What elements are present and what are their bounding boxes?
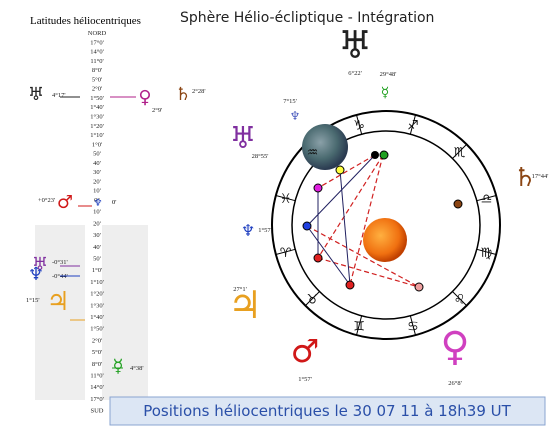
planet-label: 7°15' <box>283 98 297 105</box>
scale-label: 1°30' <box>90 302 104 309</box>
scale-label: SUD <box>90 408 103 415</box>
planet-symbol: ☿ <box>381 85 390 101</box>
scale-label: 1°10' <box>90 279 104 286</box>
scale-label: 30' <box>93 169 101 176</box>
planet-label: 17°44' <box>532 173 549 180</box>
zodiac-sign: ♒ <box>307 145 319 160</box>
planet-symbol: ♅ <box>28 84 44 105</box>
scale-label: 17°0' <box>90 39 104 46</box>
planet-label: 26°8' <box>448 380 462 387</box>
zodiac-sign: ♈ <box>280 246 292 261</box>
planet-label: 1°57' <box>298 376 312 383</box>
zodiac-sign: ♌ <box>454 293 466 308</box>
scale-label: 8°0' <box>92 67 102 74</box>
aspect-lines <box>307 155 419 287</box>
zodiac-sign: ♎ <box>481 192 493 207</box>
scale-label: 1°20' <box>90 123 104 130</box>
scale-label: 8°0' <box>92 361 102 368</box>
scale-label: 5°0' <box>92 349 102 356</box>
planet-symbol: ☿ <box>112 356 123 377</box>
panel-title: Latitudes héliocentriques <box>30 15 141 27</box>
band <box>102 225 148 400</box>
scale-label: 1°0' <box>92 141 102 148</box>
scale-label: 0' <box>112 199 116 206</box>
planet-symbol: ♆ <box>241 221 255 240</box>
scale-label: 2°0' <box>92 86 102 93</box>
scale-label: 1°20' <box>90 291 104 298</box>
planet-symbol: ♅ <box>230 121 257 156</box>
scale-label: 1°40' <box>90 104 104 111</box>
planet-symbol: ♅ <box>338 23 372 67</box>
title: Sphère Hélio-écliptique - Intégration <box>180 10 434 26</box>
planet-symbol: ♄ <box>175 84 191 105</box>
planet-label: 28°55' <box>252 153 269 160</box>
aspect-lines <box>307 155 375 285</box>
sun <box>363 218 407 262</box>
planet-label: 1°15' <box>26 297 40 304</box>
scale-label: 1°50' <box>90 95 104 102</box>
zodiac-sign: ♍ <box>481 246 493 261</box>
scale-label: 10' <box>93 188 101 195</box>
scale-label: 20' <box>93 220 101 227</box>
zodiac-sign: ♉ <box>307 293 319 308</box>
planet-label: 2°9' <box>152 107 162 114</box>
planet-symbol: ♂ <box>291 332 320 370</box>
scale-label: 1°40' <box>90 314 104 321</box>
screen: Latitudes héliocentriques Sphère Hélio-é… <box>0 0 553 427</box>
zodiac-sign: ♏ <box>454 145 466 160</box>
scale-label: 5°0' <box>92 76 102 83</box>
scale-label: 50' <box>93 151 101 158</box>
scale-label: 20' <box>93 178 101 185</box>
scale-label: 11°0' <box>90 373 103 380</box>
scale-label: 14°0' <box>90 49 104 56</box>
scale-label: 1°30' <box>90 114 104 121</box>
planet-label: 2°28' <box>192 88 206 95</box>
planet-symbol: ♀ <box>138 87 151 108</box>
planet-label: 27°1' <box>233 286 247 293</box>
scale-label: 50' <box>93 256 101 263</box>
scale-label: NORD <box>88 30 107 37</box>
scale-label: 40' <box>93 244 101 251</box>
scale-label: 30' <box>93 232 101 239</box>
scale-label: 2°0' <box>92 337 102 344</box>
scale-label: 11°0' <box>90 58 103 65</box>
scale-label: 1°50' <box>90 326 104 333</box>
scale-label: 10' <box>93 209 101 216</box>
planet-label: 6°22' <box>348 70 362 77</box>
planet-label: 29°48' <box>380 71 397 78</box>
planet-symbol: ♆ <box>94 198 103 209</box>
zodiac-sign: ♊ <box>353 319 365 334</box>
planet-label: -0°31' <box>52 259 68 266</box>
planet-symbol: ♆ <box>290 109 301 123</box>
footer: Positions héliocentriques le 30 07 11 à … <box>143 402 511 420</box>
planet-label: 1°57' <box>258 227 272 234</box>
zodiac-sign: ♑ <box>353 119 365 134</box>
planet-symbol: ♀ <box>440 324 469 370</box>
planet-symbol: ♃ <box>46 287 69 317</box>
zodiac-sign: ♐ <box>407 119 419 134</box>
scale-label: 17°0' <box>90 396 104 403</box>
planet-label: 4°38' <box>130 365 144 372</box>
planet-symbol: ♂ <box>57 192 73 213</box>
scale-label: 14°0' <box>90 384 104 391</box>
zodiac-sign: ♋ <box>407 319 419 334</box>
scale-label: 40' <box>93 160 101 167</box>
planet-symbol: ♆ <box>28 264 44 285</box>
planet-label: 4°17' <box>52 92 66 99</box>
planet-label: +0°23' <box>38 197 55 204</box>
scale-label: 1°0' <box>92 267 102 274</box>
zodiac-sign: ♓ <box>280 192 292 207</box>
scale-label: 1°10' <box>90 132 104 139</box>
